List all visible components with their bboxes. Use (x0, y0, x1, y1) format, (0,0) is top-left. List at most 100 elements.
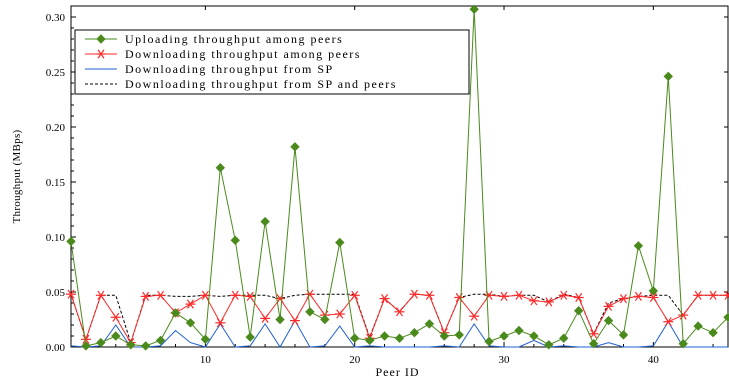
y-tick-label: 0.10 (46, 232, 66, 244)
series-1-point (499, 291, 510, 301)
series-0-point (573, 305, 584, 316)
series-0-point (663, 71, 673, 82)
series-1-point (245, 291, 256, 301)
series-1-point (588, 329, 599, 339)
series-0-point (66, 236, 76, 247)
series-0-point (320, 314, 330, 325)
series-1-point (215, 318, 226, 328)
series-1-point (633, 291, 644, 301)
series-0-point (648, 286, 659, 296)
series-1-point (424, 290, 435, 300)
y-tick-label: 0.30 (46, 12, 66, 24)
series-0-point (484, 336, 494, 347)
series-line-2 (70, 319, 728, 348)
series-0-point (514, 325, 524, 336)
legend-label-2: Downloading throughput from SP (125, 62, 334, 76)
series-1-point (80, 334, 91, 344)
series-1-point (334, 309, 345, 319)
series-0-point (96, 337, 106, 348)
series-0-point (126, 340, 136, 350)
series-0-point (559, 333, 569, 343)
series-0-point (693, 321, 703, 331)
series-1-point (155, 290, 166, 300)
series-0-point (394, 333, 405, 343)
x-axis-title: Peer ID (376, 365, 420, 379)
series-3 (70, 293, 728, 345)
series-1-point (603, 301, 614, 311)
y-tick-label: 0.25 (46, 67, 66, 79)
series-0-point (499, 331, 509, 341)
series-2 (70, 319, 728, 348)
series-0-point (379, 331, 390, 341)
series-1-point (708, 290, 719, 300)
series-0-point (140, 341, 151, 351)
series-1-point (110, 312, 121, 322)
series-1-point (185, 299, 196, 309)
series-1-point (513, 290, 524, 300)
legend-label-3: Downloading throughput from SP and peers (125, 77, 397, 91)
series-0-point (723, 312, 729, 323)
series-1-point (409, 289, 420, 299)
series-0-point (111, 331, 121, 341)
legend-marker-1 (96, 49, 106, 59)
series-1-point (289, 316, 300, 326)
legend-label-1: Downloading throughput among peers (125, 47, 361, 61)
series-1-point (260, 313, 271, 323)
series-0-point (603, 315, 614, 326)
x-tick-label: 20 (349, 354, 361, 366)
axes: 0.00 0.05 0.10 0.15 0.20 0.25 0.30 10 20 30 40 Peer… (11, 6, 728, 379)
legend-label-0: Uploading throughput among peers (125, 32, 343, 46)
series-0-point (81, 341, 91, 351)
series-1-point (66, 289, 76, 299)
series-0-point (454, 330, 464, 340)
series-line-3 (70, 293, 728, 345)
series-1-point (663, 317, 674, 327)
series-0-point (275, 314, 285, 325)
series-1-point (379, 294, 390, 304)
series-1-point (95, 290, 106, 300)
series-1-point (648, 292, 659, 303)
series-0-point (185, 318, 196, 328)
series-1-point (140, 291, 151, 301)
x-tick-label: 40 (648, 354, 660, 366)
series-1-point (573, 292, 584, 303)
series-0-point (245, 332, 255, 342)
series-0-point (155, 335, 166, 346)
series-0-point (305, 307, 315, 317)
series-1-point (394, 307, 405, 317)
x-tick-label: 10 (200, 354, 212, 366)
series-0-point (260, 216, 270, 227)
y-axis-title: Throughput (MBps) (11, 129, 23, 223)
series-0-point (424, 319, 435, 329)
x-tick-label: 30 (499, 354, 511, 366)
series-0-point (290, 142, 300, 152)
series-0-point (469, 4, 479, 15)
y-tick-label: 0.20 (46, 122, 66, 134)
series-0-point (588, 338, 599, 349)
y-tick-label: 0.05 (46, 287, 66, 299)
series-1-point (558, 290, 569, 300)
y-tick-label: 0.15 (46, 177, 66, 189)
series-1-point (618, 294, 629, 304)
series-1-point (723, 290, 729, 300)
series-0-point (544, 340, 554, 350)
series-0-point (200, 334, 211, 345)
series-0-point (230, 235, 240, 246)
series-group (66, 4, 729, 351)
series-0-point (678, 338, 688, 349)
series-1-point (528, 296, 539, 306)
series-1-point (693, 290, 704, 300)
series-0-point (409, 327, 420, 338)
series-0 (66, 4, 729, 351)
series-0-point (349, 333, 360, 343)
series-1-point (543, 297, 554, 307)
series-0-point (529, 331, 539, 341)
series-1-point (469, 311, 480, 321)
series-0-point (708, 327, 718, 338)
legend-box (74, 29, 470, 95)
legend: Uploading throughput among peersDownload… (74, 29, 470, 95)
series-0-point (215, 162, 226, 173)
series-1-point (349, 290, 360, 300)
series-0-point (618, 330, 629, 340)
